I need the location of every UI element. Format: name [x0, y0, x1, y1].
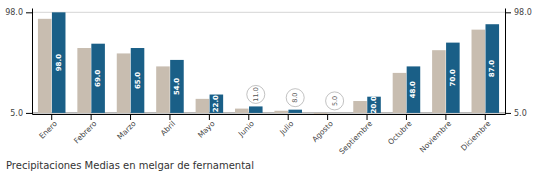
data-label: 48.0 [409, 81, 417, 98]
bar [249, 106, 263, 112]
tick-label: Julio [277, 119, 295, 137]
tick-mark [26, 12, 32, 13]
data-label: 22.0 [212, 95, 220, 112]
axis-line [32, 9, 33, 115]
bar [196, 99, 210, 113]
tick: 98.0 [505, 8, 532, 17]
data-label: 20.0 [370, 96, 378, 113]
data-label: 65.0 [134, 72, 142, 89]
bar-series [38, 19, 485, 114]
tick: Marzo [115, 114, 138, 142]
bar [131, 48, 145, 113]
chart: 5.0 98.0 5.0 98.0 Enero Febrero Marzo Abril Mayo… [0, 0, 537, 174]
tick-label: Febrero [72, 119, 99, 146]
tick: Febrero [72, 114, 99, 146]
bar [288, 110, 302, 113]
data-labels: 98.0 69.0 65.0 54.0 22.0 11.0 8.0 5.0 20.0 48.0 70… [55, 54, 497, 114]
tick-label: Junio [236, 119, 256, 139]
bar [52, 12, 66, 113]
bar [472, 30, 486, 113]
tick-label: 5.0 [10, 109, 23, 118]
bar [446, 43, 460, 113]
x-axis: Enero Febrero Marzo Abril Mayo Junio Julio Agos… [33, 114, 506, 156]
tick-mark [505, 113, 511, 114]
bar-series [52, 12, 499, 113]
axis-line [505, 9, 506, 115]
tick-label: Diciembre [459, 119, 493, 153]
data-label: 11.0 [252, 87, 260, 101]
title: Precipitaciones Medias en melgar de fern… [6, 160, 254, 171]
data-label: 70.0 [449, 69, 457, 86]
grid [32, 12, 505, 113]
tick: Junio [236, 114, 256, 139]
bar [38, 19, 52, 113]
data-label: 98.0 [55, 54, 63, 71]
label-circle [286, 89, 304, 107]
bar [210, 95, 224, 113]
y-axis: 5.0 98.0 [5, 8, 32, 118]
tick: Enero [37, 114, 59, 141]
data-label: 8.0 [291, 93, 299, 103]
bar [91, 44, 105, 113]
tick-label: Agosto [310, 119, 335, 144]
bar [353, 101, 367, 113]
data-label: 5.0 [331, 96, 339, 106]
tick: Julio [277, 114, 295, 137]
bar [486, 24, 500, 113]
tick-label: Septiembre [337, 119, 374, 156]
tick-label: Abril [159, 119, 177, 137]
bar [117, 53, 131, 112]
bar [314, 113, 328, 114]
tick-label: Noviembre [418, 119, 454, 155]
tick: Abril [159, 114, 177, 138]
tick-label: 5.0 [514, 109, 527, 118]
bar [235, 109, 249, 113]
tick-label: Marzo [115, 119, 138, 142]
y-axis-right: 5.0 98.0 [505, 8, 532, 118]
bar [170, 60, 184, 113]
bars [38, 12, 499, 114]
tick: 98.0 [5, 8, 32, 17]
tick-label: Enero [37, 119, 59, 141]
tick: Diciembre [459, 114, 493, 153]
bar [367, 97, 381, 113]
bar [77, 48, 91, 113]
data-label: 87.0 [488, 60, 496, 77]
tick: 5.0 [505, 109, 527, 118]
tick: Septiembre [337, 114, 374, 156]
axis-line [33, 114, 506, 115]
data-label: 69.0 [94, 70, 102, 87]
bar [274, 111, 288, 113]
tick-mark [26, 113, 32, 114]
bar [328, 112, 342, 113]
tick-label: Octubre [386, 119, 414, 147]
tick: 5.0 [10, 109, 32, 118]
tick: Mayo [196, 114, 217, 140]
tick: Octubre [386, 114, 414, 147]
tick-label: 98.0 [514, 8, 532, 17]
label-circle [247, 85, 265, 103]
bar [432, 50, 446, 113]
grid-line [32, 12, 505, 13]
bar [407, 66, 421, 113]
bar [393, 73, 407, 113]
tick: Agosto [310, 114, 335, 144]
label-circle [326, 92, 344, 110]
tick: Noviembre [418, 114, 454, 154]
data-label: 54.0 [173, 78, 181, 95]
bar [156, 66, 170, 113]
tick-mark [505, 12, 511, 13]
tick-label: Mayo [196, 119, 217, 140]
tick-label: 98.0 [5, 8, 23, 17]
